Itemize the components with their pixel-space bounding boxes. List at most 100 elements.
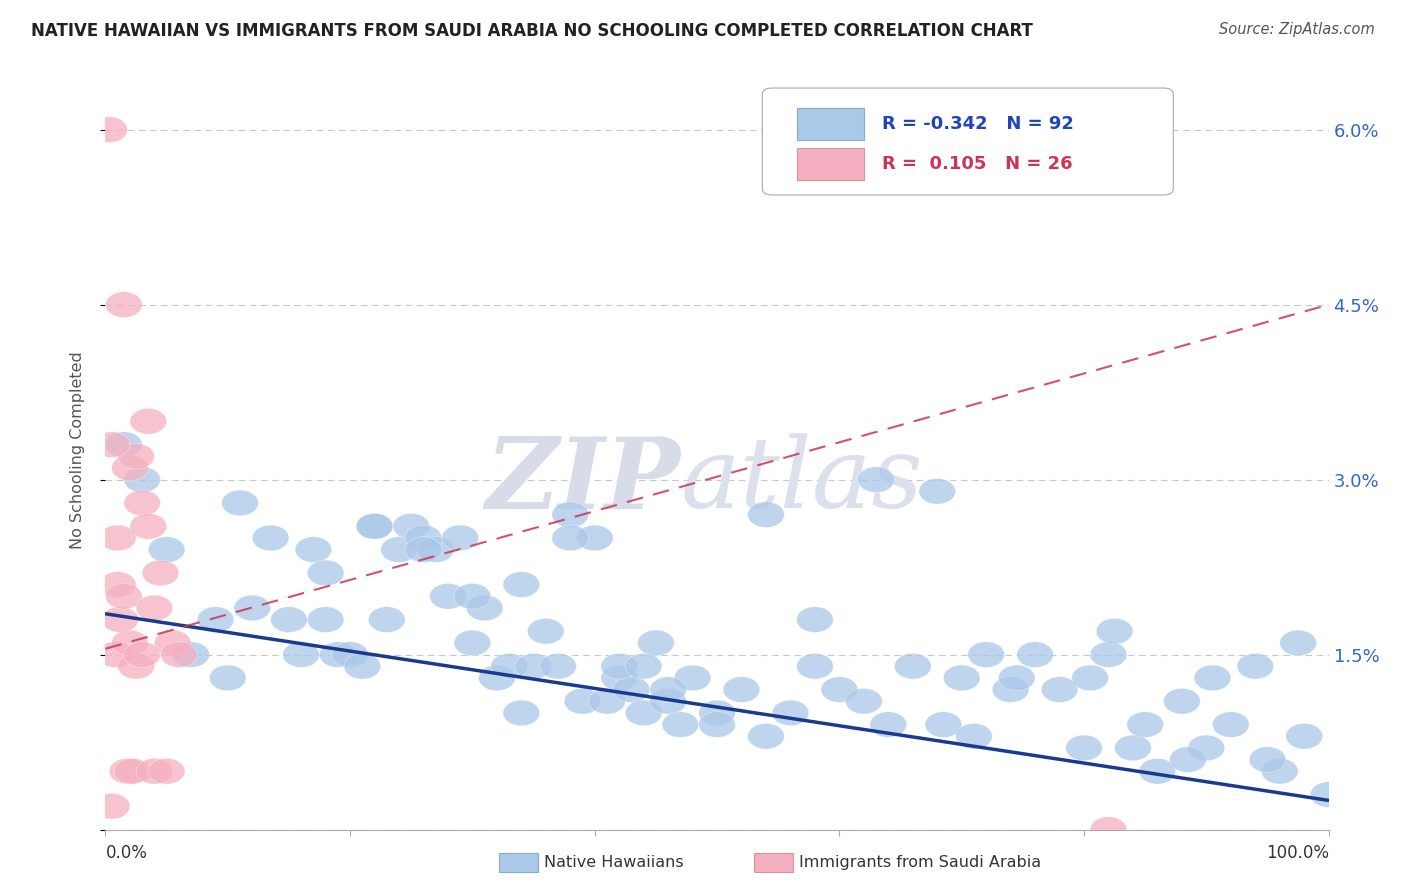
Ellipse shape: [332, 641, 368, 667]
Ellipse shape: [870, 712, 907, 738]
Ellipse shape: [441, 525, 478, 550]
Ellipse shape: [626, 654, 662, 679]
Text: Source: ZipAtlas.com: Source: ZipAtlas.com: [1219, 22, 1375, 37]
Ellipse shape: [100, 525, 136, 550]
Ellipse shape: [368, 607, 405, 632]
Ellipse shape: [527, 618, 564, 644]
Ellipse shape: [748, 502, 785, 527]
Ellipse shape: [626, 700, 662, 726]
Ellipse shape: [97, 641, 134, 667]
Ellipse shape: [91, 117, 128, 143]
Ellipse shape: [1097, 618, 1133, 644]
Ellipse shape: [858, 467, 894, 492]
Ellipse shape: [430, 583, 467, 609]
Ellipse shape: [233, 595, 270, 621]
Ellipse shape: [124, 467, 160, 492]
Ellipse shape: [124, 490, 160, 516]
Ellipse shape: [1194, 665, 1230, 690]
Ellipse shape: [613, 677, 650, 702]
Ellipse shape: [845, 689, 882, 714]
Ellipse shape: [405, 525, 441, 550]
Ellipse shape: [173, 641, 209, 667]
Ellipse shape: [675, 665, 711, 690]
Text: ZIP: ZIP: [485, 433, 681, 529]
Ellipse shape: [699, 700, 735, 726]
Ellipse shape: [105, 432, 142, 458]
Ellipse shape: [148, 537, 186, 563]
Ellipse shape: [136, 758, 173, 784]
Ellipse shape: [1090, 641, 1126, 667]
Ellipse shape: [100, 572, 136, 598]
Ellipse shape: [1261, 758, 1298, 784]
Ellipse shape: [503, 572, 540, 598]
Ellipse shape: [637, 630, 675, 656]
Text: Immigrants from Saudi Arabia: Immigrants from Saudi Arabia: [799, 855, 1040, 870]
Ellipse shape: [920, 478, 956, 504]
Ellipse shape: [576, 525, 613, 550]
Bar: [797, 108, 863, 140]
Ellipse shape: [797, 654, 834, 679]
Ellipse shape: [136, 595, 173, 621]
Ellipse shape: [454, 630, 491, 656]
Ellipse shape: [319, 641, 356, 667]
Ellipse shape: [111, 630, 148, 656]
Ellipse shape: [1017, 641, 1053, 667]
Ellipse shape: [821, 677, 858, 702]
Ellipse shape: [553, 502, 589, 527]
Text: Native Hawaiians: Native Hawaiians: [544, 855, 683, 870]
Ellipse shape: [222, 490, 259, 516]
Ellipse shape: [142, 560, 179, 586]
Ellipse shape: [405, 537, 441, 563]
Ellipse shape: [723, 677, 759, 702]
Ellipse shape: [1212, 712, 1249, 738]
Ellipse shape: [418, 537, 454, 563]
Ellipse shape: [967, 641, 1004, 667]
Ellipse shape: [1126, 712, 1164, 738]
Ellipse shape: [894, 654, 931, 679]
Ellipse shape: [564, 689, 600, 714]
Ellipse shape: [540, 654, 576, 679]
Ellipse shape: [491, 654, 527, 679]
Text: NATIVE HAWAIIAN VS IMMIGRANTS FROM SAUDI ARABIA NO SCHOOLING COMPLETED CORRELATI: NATIVE HAWAIIAN VS IMMIGRANTS FROM SAUDI…: [31, 22, 1033, 40]
Ellipse shape: [1164, 689, 1201, 714]
Ellipse shape: [160, 641, 197, 667]
Ellipse shape: [124, 641, 160, 667]
Ellipse shape: [589, 689, 626, 714]
Ellipse shape: [1170, 747, 1206, 772]
Ellipse shape: [197, 607, 233, 632]
Ellipse shape: [308, 560, 344, 586]
Ellipse shape: [943, 665, 980, 690]
Text: 100.0%: 100.0%: [1265, 844, 1329, 862]
Ellipse shape: [1237, 654, 1274, 679]
Ellipse shape: [662, 712, 699, 738]
Ellipse shape: [454, 583, 491, 609]
Ellipse shape: [118, 654, 155, 679]
Ellipse shape: [650, 689, 686, 714]
Ellipse shape: [797, 607, 834, 632]
FancyBboxPatch shape: [762, 88, 1174, 195]
Ellipse shape: [772, 700, 808, 726]
Text: R =  0.105   N = 26: R = 0.105 N = 26: [882, 155, 1073, 173]
Ellipse shape: [1090, 817, 1126, 842]
Text: R = -0.342   N = 92: R = -0.342 N = 92: [882, 115, 1074, 133]
Ellipse shape: [1188, 735, 1225, 761]
Ellipse shape: [295, 537, 332, 563]
Ellipse shape: [110, 758, 146, 784]
Ellipse shape: [1139, 758, 1175, 784]
Ellipse shape: [111, 455, 148, 481]
Ellipse shape: [515, 654, 553, 679]
Ellipse shape: [1066, 735, 1102, 761]
Ellipse shape: [993, 677, 1029, 702]
Ellipse shape: [93, 432, 129, 458]
Ellipse shape: [252, 525, 290, 550]
Ellipse shape: [956, 723, 993, 749]
Ellipse shape: [1279, 630, 1316, 656]
Text: atlas: atlas: [681, 434, 924, 528]
Ellipse shape: [1249, 747, 1286, 772]
Ellipse shape: [283, 641, 319, 667]
Ellipse shape: [392, 514, 430, 539]
Ellipse shape: [553, 525, 589, 550]
Ellipse shape: [270, 607, 308, 632]
Ellipse shape: [101, 607, 138, 632]
Ellipse shape: [503, 700, 540, 726]
